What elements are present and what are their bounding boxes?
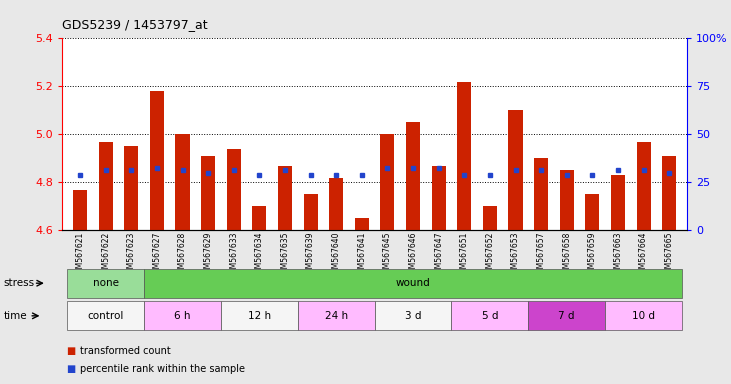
Text: ■: ■ bbox=[66, 346, 75, 356]
Bar bbox=[355, 218, 369, 230]
Bar bbox=[534, 159, 548, 230]
Text: 5 d: 5 d bbox=[482, 311, 498, 321]
Bar bbox=[662, 156, 676, 230]
Text: wound: wound bbox=[395, 278, 431, 288]
Text: percentile rank within the sample: percentile rank within the sample bbox=[80, 364, 246, 374]
Bar bbox=[278, 166, 292, 230]
Bar bbox=[380, 134, 395, 230]
Text: 10 d: 10 d bbox=[632, 311, 655, 321]
Text: ■: ■ bbox=[66, 364, 75, 374]
Text: GDS5239 / 1453797_at: GDS5239 / 1453797_at bbox=[62, 18, 208, 31]
Bar bbox=[431, 166, 446, 230]
Bar bbox=[201, 156, 215, 230]
Text: 24 h: 24 h bbox=[325, 311, 348, 321]
Bar bbox=[483, 207, 497, 230]
Text: 12 h: 12 h bbox=[248, 311, 271, 321]
Text: transformed count: transformed count bbox=[80, 346, 171, 356]
Bar bbox=[227, 149, 240, 230]
Bar bbox=[406, 122, 420, 230]
Text: none: none bbox=[93, 278, 118, 288]
Bar bbox=[252, 207, 266, 230]
Text: time: time bbox=[4, 311, 27, 321]
Bar bbox=[611, 175, 625, 230]
Bar bbox=[509, 111, 523, 230]
Bar bbox=[73, 190, 87, 230]
Bar bbox=[458, 82, 471, 230]
Bar bbox=[303, 194, 318, 230]
Text: 3 d: 3 d bbox=[405, 311, 421, 321]
Bar bbox=[586, 194, 599, 230]
Text: stress: stress bbox=[4, 278, 35, 288]
Text: control: control bbox=[88, 311, 124, 321]
Bar bbox=[560, 170, 574, 230]
Text: 6 h: 6 h bbox=[174, 311, 191, 321]
Bar bbox=[329, 178, 344, 230]
Text: 7 d: 7 d bbox=[558, 311, 575, 321]
Bar bbox=[99, 142, 113, 230]
Bar bbox=[124, 146, 138, 230]
Bar bbox=[175, 134, 189, 230]
Bar bbox=[637, 142, 651, 230]
Bar bbox=[150, 91, 164, 230]
